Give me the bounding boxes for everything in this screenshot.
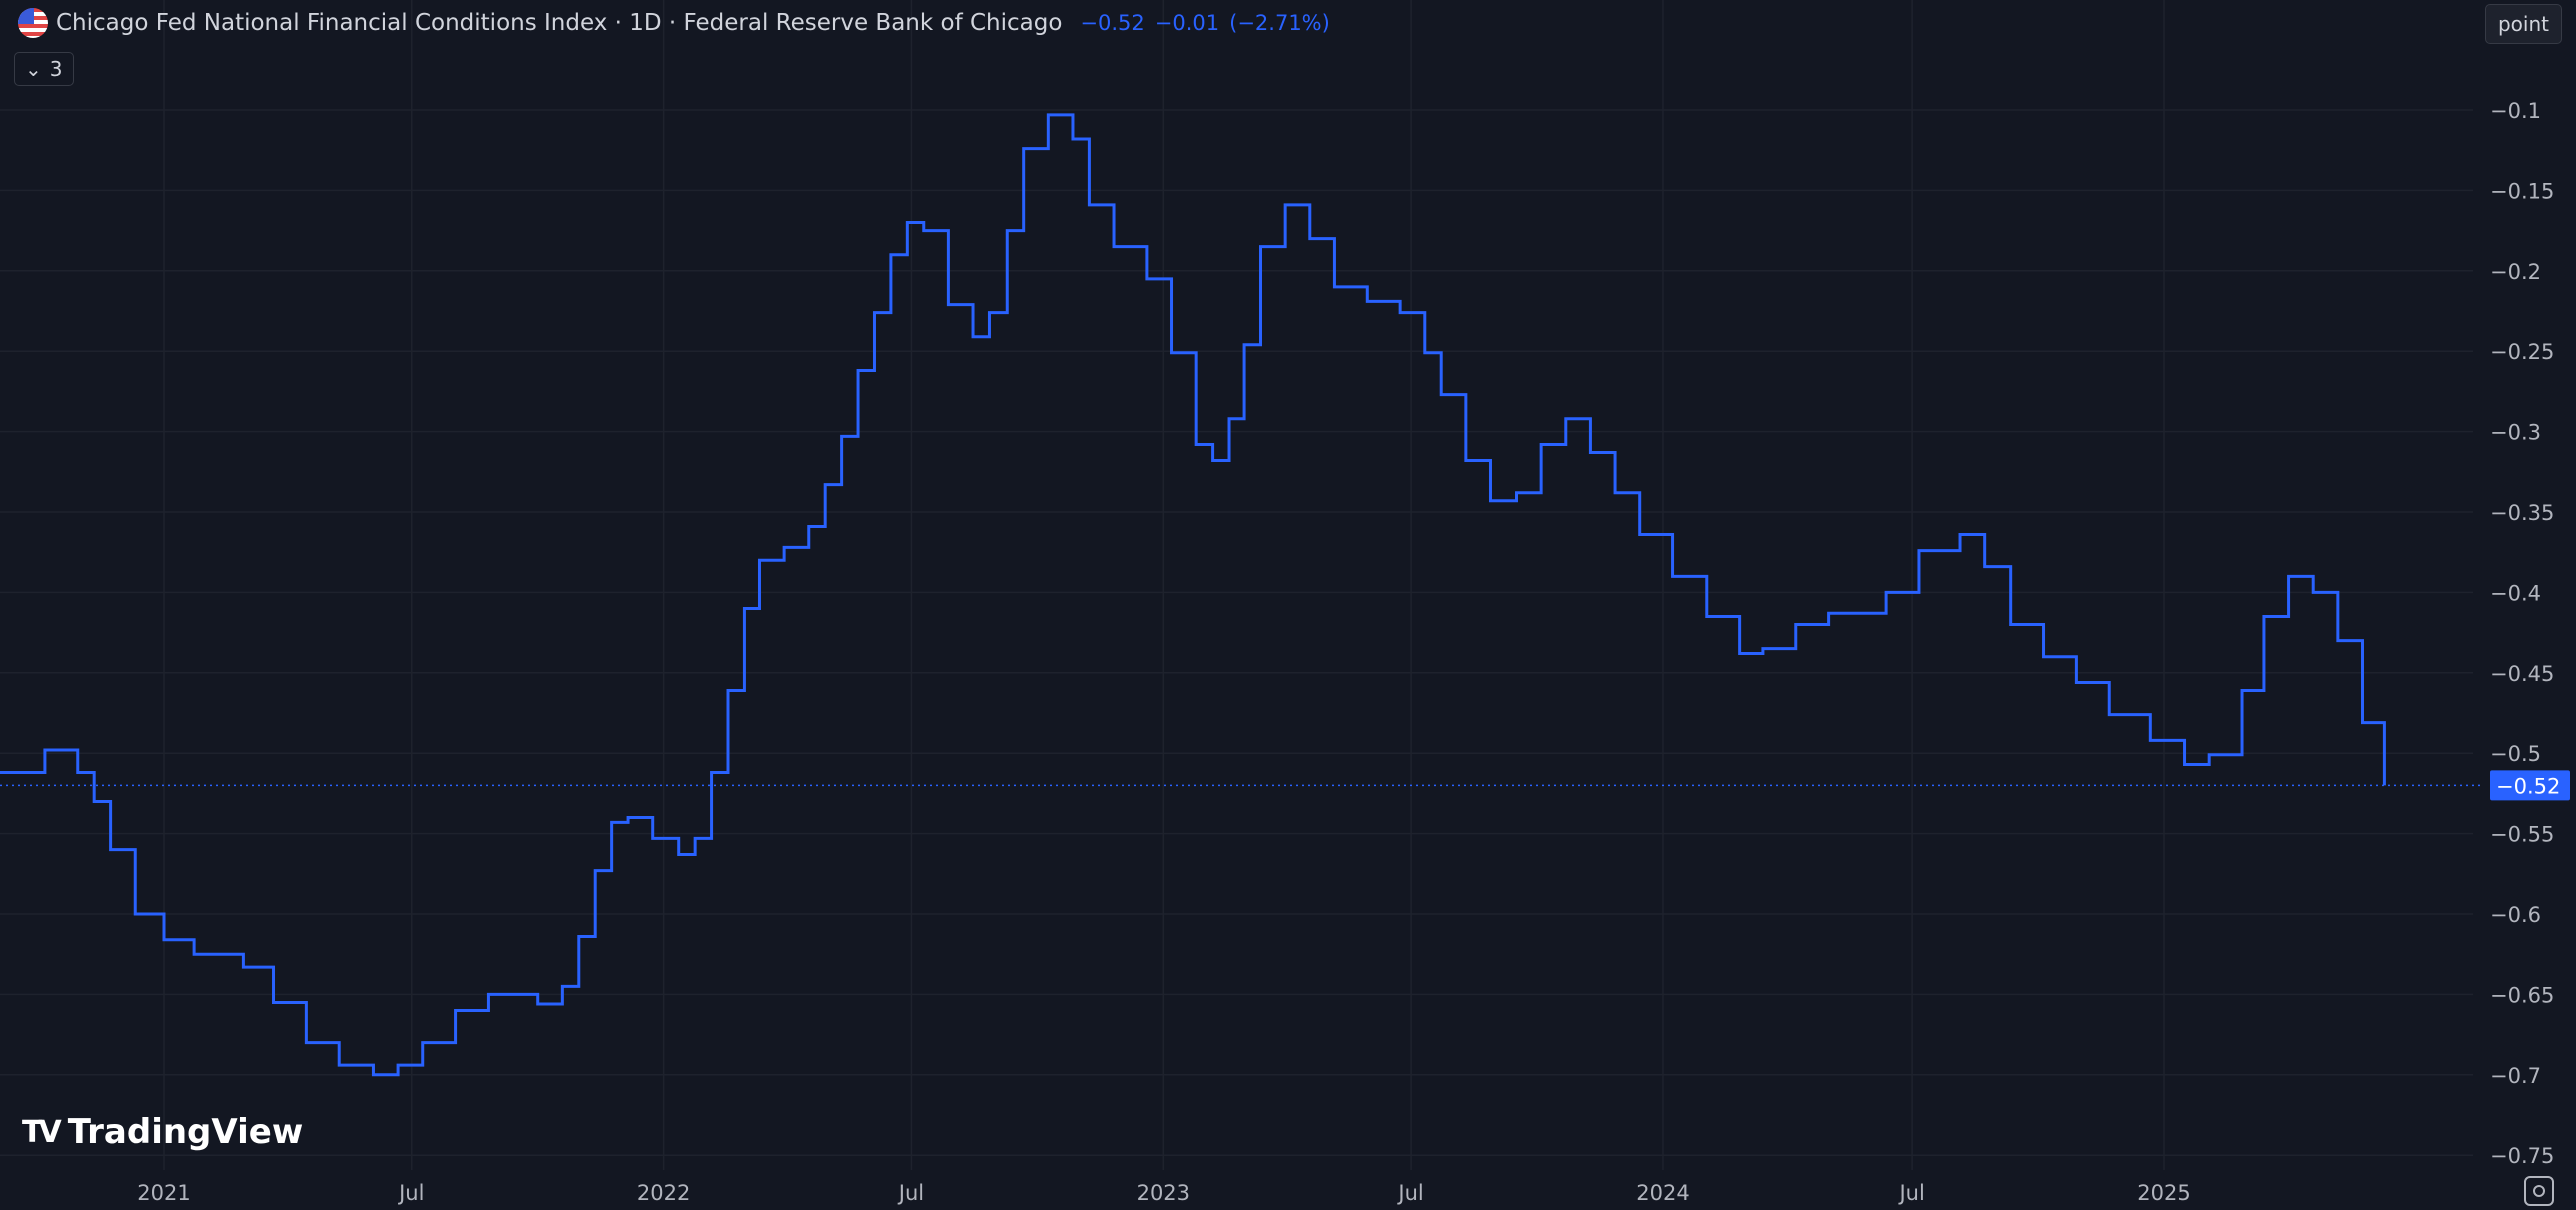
x-tick-label: 2021: [137, 1181, 190, 1205]
y-tick-label: −0.3: [2490, 421, 2541, 445]
last-value-badge: −0.52: [2490, 770, 2570, 801]
chevron-down-icon: ⌄: [25, 57, 42, 81]
y-axis[interactable]: −0.1 −0.15 −0.2 −0.25 −0.3 −0.35 −0.4 −0.45 −0.5…: [2490, 99, 2554, 1168]
x-tick-label: Jul: [1396, 1181, 1423, 1205]
us-flag-icon: [18, 8, 48, 38]
x-axis[interactable]: 2021 Jul 2022 Jul 2023 Jul 2024 Jul 2025: [137, 1181, 2190, 1205]
watermark-text: TradingView: [67, 1112, 304, 1152]
change-percent: (−2.71%): [1229, 11, 1330, 35]
x-tick-label: 2023: [1137, 1181, 1190, 1205]
settings-icon[interactable]: [2524, 1176, 2554, 1206]
chart-legend[interactable]: Chicago Fed National Financial Condition…: [18, 8, 1330, 38]
y-tick-label: −0.25: [2490, 340, 2554, 364]
tradingview-logo[interactable]: 𝗧𝗩 TradingView: [22, 1112, 303, 1152]
indicators-count: 3: [49, 57, 63, 81]
y-tick-label: −0.55: [2490, 823, 2554, 847]
y-tick-label: −0.15: [2490, 179, 2554, 203]
y-tick-label: −0.7: [2490, 1064, 2541, 1088]
y-tick-label: −0.5: [2490, 742, 2541, 766]
y-tick-label: −0.2: [2490, 260, 2541, 284]
x-tick-label: 2024: [1636, 1181, 1689, 1205]
y-tick-label: −0.1: [2490, 99, 2541, 123]
y-tick-label: −0.4: [2490, 581, 2541, 605]
symbol-title[interactable]: Chicago Fed National Financial Condition…: [56, 10, 1063, 36]
x-tick-label: Jul: [397, 1181, 424, 1205]
y-tick-label: −0.65: [2490, 983, 2554, 1007]
change-value: −0.01: [1154, 11, 1220, 35]
tradingview-logo-icon: 𝗧𝗩: [22, 1114, 62, 1150]
last-value-text: −0.52: [2496, 774, 2560, 798]
last-value: −0.52: [1080, 11, 1145, 35]
y-tick-label: −0.45: [2490, 662, 2554, 686]
grid: [0, 0, 2473, 1170]
x-tick-label: 2022: [637, 1181, 690, 1205]
x-tick-label: Jul: [1897, 1181, 1924, 1205]
unit-button[interactable]: point: [2484, 4, 2562, 44]
y-tick-label: −0.6: [2490, 903, 2541, 927]
x-tick-label: 2025: [2137, 1181, 2190, 1205]
y-tick-label: −0.75: [2490, 1144, 2554, 1168]
x-tick-label: Jul: [897, 1181, 924, 1205]
y-tick-label: −0.35: [2490, 501, 2554, 525]
indicators-toggle-button[interactable]: ⌄ 3: [14, 52, 74, 86]
series-line: [0, 113, 2386, 1077]
